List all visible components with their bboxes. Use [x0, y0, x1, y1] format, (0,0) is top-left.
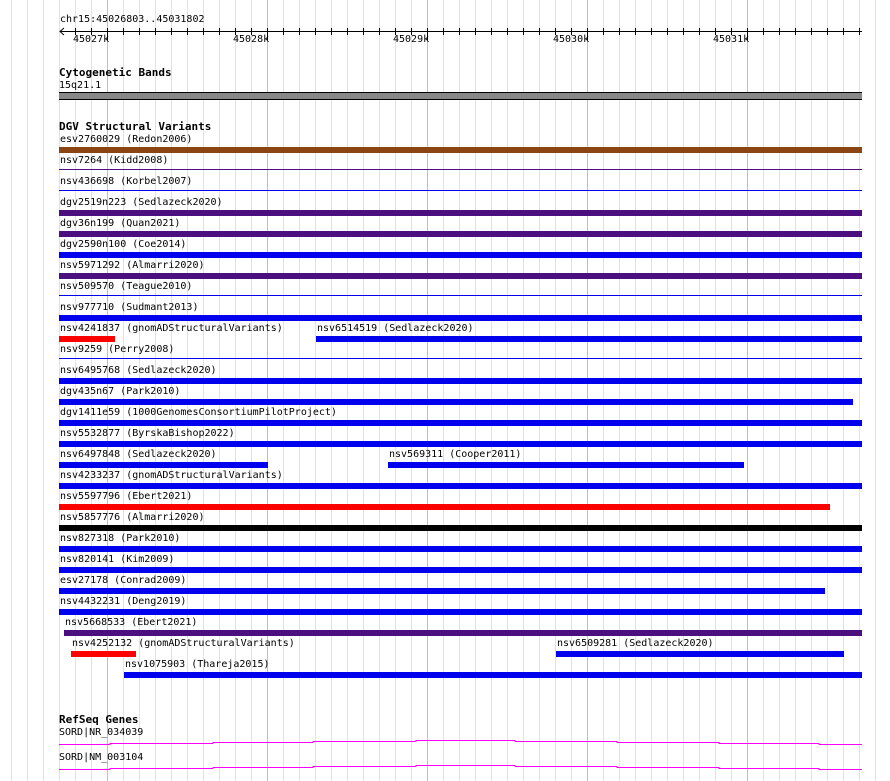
- variant-label: nsv1075903 (Thareja2015): [125, 659, 270, 670]
- variant-feature[interactable]: [59, 231, 862, 237]
- variant-label: nsv509570 (Teague2010): [60, 281, 193, 292]
- variant-feature[interactable]: [59, 315, 862, 321]
- variant-feature[interactable]: [59, 210, 862, 216]
- variant-label: nsv827318 (Park2010): [60, 533, 181, 544]
- gene-feature[interactable]: [59, 765, 862, 770]
- variant-feature[interactable]: [59, 295, 862, 296]
- variant-feature[interactable]: [388, 462, 744, 468]
- variant-feature[interactable]: [59, 273, 862, 279]
- location-label: chr15:45026803..45031802: [60, 14, 205, 25]
- variant-label: nsv569311 (Cooper2011): [389, 449, 522, 460]
- ruler-tick-label: 45030k: [553, 34, 590, 45]
- scroll-left-arrow-icon[interactable]: [59, 27, 65, 36]
- variant-label: nsv5532877 (ByrskaBishop2022): [60, 428, 235, 439]
- cytobands-track-title: Cytogenetic Bands: [59, 66, 172, 79]
- variant-feature[interactable]: [59, 546, 862, 552]
- variant-label: nsv5971292 (Almarri2020): [60, 260, 205, 271]
- ruler-tick-label: 45027k: [73, 34, 110, 45]
- variant-feature[interactable]: [316, 336, 862, 342]
- variant-label: nsv6495768 (Sedlazeck2020): [60, 365, 217, 376]
- gene-feature[interactable]: [59, 740, 862, 745]
- variant-label: dgv36n199 (Quan2021): [60, 218, 181, 229]
- variant-feature[interactable]: [59, 252, 862, 258]
- variant-label: dgv1411e59 (1000GenomesConsortiumPilotPr…: [60, 407, 337, 418]
- variant-feature[interactable]: [59, 147, 862, 153]
- variant-feature[interactable]: [59, 525, 862, 531]
- variant-label: esv2760029 (Redon2006): [60, 134, 193, 145]
- variant-feature[interactable]: [59, 567, 862, 573]
- variant-label: nsv5597796 (Ebert2021): [60, 491, 193, 502]
- variant-feature[interactable]: [59, 609, 862, 615]
- variant-label: esv27178 (Conrad2009): [60, 575, 187, 586]
- variant-label: nsv9259 (Perry2008): [60, 344, 175, 355]
- variant-label: dgv2590n100 (Coe2014): [60, 239, 187, 250]
- dgv-track-title: DGV Structural Variants: [59, 120, 212, 133]
- variant-label: nsv6514519 (Sedlazeck2020): [317, 323, 474, 334]
- variant-label: nsv4432231 (Deng2019): [60, 596, 187, 607]
- variant-feature[interactable]: [59, 504, 830, 510]
- variant-label: nsv7264 (Kidd2008): [60, 155, 169, 166]
- variant-feature[interactable]: [59, 336, 115, 342]
- variant-feature[interactable]: [59, 378, 862, 384]
- variant-label: dgv2519n223 (Sedlazeck2020): [60, 197, 223, 208]
- variant-label: nsv436698 (Korbel2007): [60, 176, 193, 187]
- variant-label: nsv6509281 (Sedlazeck2020): [557, 638, 714, 649]
- variant-label: nsv977710 (Sudmant2013): [60, 302, 199, 313]
- cytoband-label: 15q21.1: [59, 80, 102, 91]
- refseq-track-title: RefSeq Genes: [59, 713, 139, 726]
- variant-label: nsv4241837 (gnomADStructuralVariants): [60, 323, 283, 334]
- variant-feature[interactable]: [59, 462, 268, 468]
- variant-feature[interactable]: [59, 358, 862, 359]
- ruler-tick-label: 45031k: [713, 34, 750, 45]
- variant-label: nsv820141 (Kim2009): [60, 554, 175, 565]
- variant-feature[interactable]: [59, 483, 862, 489]
- cytoband-bar[interactable]: [59, 92, 862, 100]
- gene-label: SORD|NR_034039: [59, 727, 144, 738]
- variant-feature[interactable]: [64, 630, 862, 636]
- variant-label: nsv4252132 (gnomADStructuralVariants): [72, 638, 295, 649]
- variant-label: nsv6497848 (Sedlazeck2020): [60, 449, 217, 460]
- variant-feature[interactable]: [59, 190, 862, 191]
- variant-feature[interactable]: [59, 441, 862, 447]
- variant-feature[interactable]: [59, 399, 853, 405]
- variant-feature[interactable]: [71, 651, 136, 657]
- variant-label: dgv435n67 (Park2010): [60, 386, 181, 397]
- variant-label: nsv5668533 (Ebert2021): [65, 617, 198, 628]
- variant-label: nsv5857776 (Almarri2020): [60, 512, 205, 523]
- gene-label: SORD|NM_003104: [59, 752, 144, 763]
- variant-label: nsv4233237 (gnomADStructuralVariants): [60, 470, 283, 481]
- ruler-tick-label: 45028k: [233, 34, 270, 45]
- variant-feature[interactable]: [59, 420, 862, 426]
- ruler-tick-label: 45029k: [393, 34, 430, 45]
- variant-feature[interactable]: [59, 588, 825, 594]
- variant-feature[interactable]: [124, 672, 862, 678]
- variant-feature[interactable]: [556, 651, 844, 657]
- variant-feature[interactable]: [59, 169, 862, 170]
